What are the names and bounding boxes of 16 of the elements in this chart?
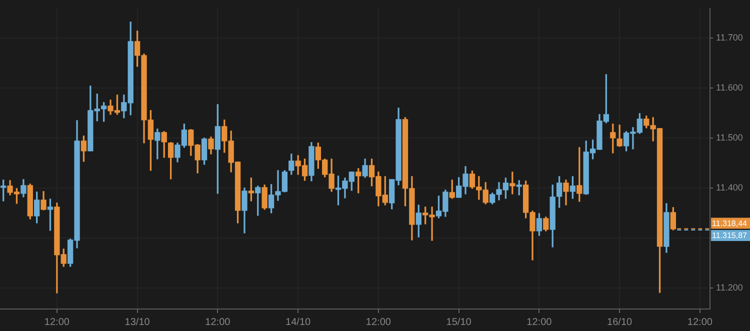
- x-tick-label: 12:00: [205, 316, 231, 328]
- x-tick-label: 12:00: [366, 316, 392, 328]
- y-tick-label: 11.600: [716, 82, 743, 92]
- x-tick-label: 12:00: [687, 316, 713, 328]
- x-tick-label: 12:00: [526, 316, 552, 328]
- ref-line-label: 11.318,44: [712, 218, 748, 228]
- y-tick-label: 11.500: [716, 132, 743, 142]
- x-tick-label: 12:00: [44, 316, 70, 328]
- y-tick-label: 11.400: [716, 182, 743, 192]
- y-tick-label: 11.700: [716, 32, 743, 42]
- y-tick-label: 11.200: [716, 282, 743, 292]
- ref-line-label: 11.315,87: [712, 231, 748, 240]
- x-tick-label: 16/10: [607, 316, 633, 328]
- x-tick-label: 15/10: [446, 316, 472, 328]
- x-tick-label: 14/10: [286, 316, 312, 328]
- x-tick-label: 13/10: [124, 316, 150, 328]
